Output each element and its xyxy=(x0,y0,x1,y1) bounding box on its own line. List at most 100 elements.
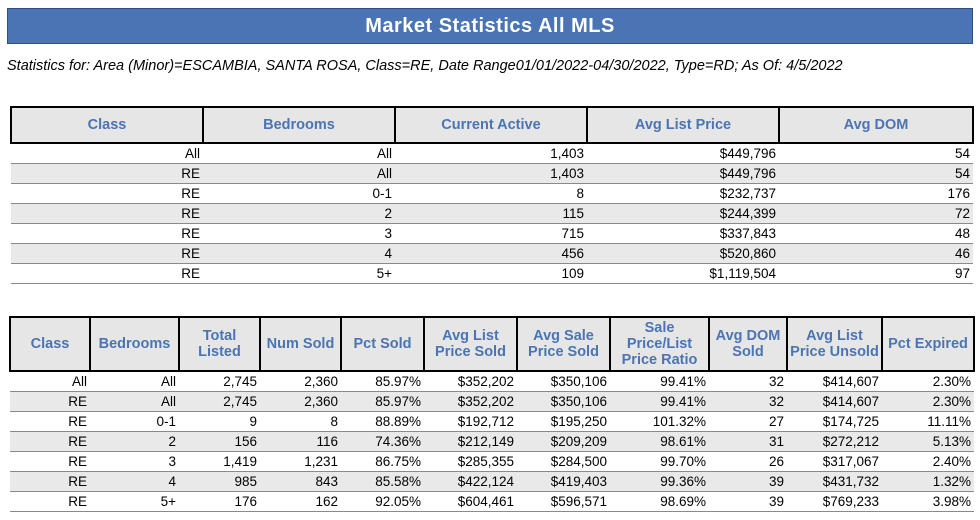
active-table-cell: 46 xyxy=(779,243,973,264)
sold-table-cell: 985 xyxy=(179,471,260,492)
sold-table-cell: 4 xyxy=(90,471,179,492)
sold-column-header: Total Listed xyxy=(178,316,261,372)
sold-table-cell: 101.32% xyxy=(610,411,709,432)
sold-table-cell: 26 xyxy=(709,451,787,472)
active-table-cell: 8 xyxy=(395,183,587,204)
sold-column-header: Pct Expired xyxy=(881,316,975,372)
sold-table-cell: 74.36% xyxy=(341,431,424,452)
sold-table-cell: 11.11% xyxy=(882,411,974,432)
sold-table-row: RE 5+ 176 162 92.05% $604,461 $596,571 98.69% 39… xyxy=(10,491,974,512)
active-table-cell: 54 xyxy=(779,163,973,184)
sold-table-cell: $352,202 xyxy=(424,391,517,412)
sold-column-header: Avg Sale Price Sold xyxy=(516,316,611,372)
sold-table-cell: 116 xyxy=(260,431,341,452)
active-listings-table: Class Bedrooms Current Active Avg List Pric… xyxy=(10,106,974,284)
sold-table-cell: 2,745 xyxy=(179,391,260,412)
sold-table-row: RE 2 156 116 74.36% $212,149 $209,209 98.61% 31 $… xyxy=(10,431,974,452)
sold-table-cell: 39 xyxy=(709,471,787,492)
sold-table-row: RE All 2,745 2,360 85.97% $352,202 $350,106 99.… xyxy=(10,391,974,412)
sold-table-cell: 9 xyxy=(179,411,260,432)
sold-column-header: Class xyxy=(9,316,91,372)
sold-table-cell: 85.97% xyxy=(341,371,424,392)
sold-table-cell: $350,106 xyxy=(517,371,610,392)
active-table-row: RE 2 115 $244,399 72 xyxy=(11,203,973,224)
sold-table-cell: 2,360 xyxy=(260,391,341,412)
active-table-cell: 48 xyxy=(779,223,973,244)
active-table-cell: RE xyxy=(11,183,203,204)
active-column-header: Avg DOM xyxy=(778,106,974,144)
sold-table-body: All All 2,745 2,360 85.97% $352,202 $350,106 99… xyxy=(10,371,974,512)
sold-table-cell: 98.61% xyxy=(610,431,709,452)
sold-table-cell: 162 xyxy=(260,491,341,512)
sold-table-cell: 0-1 xyxy=(90,411,179,432)
sold-table-cell: 2,360 xyxy=(260,371,341,392)
report-criteria: Statistics for: Area (Minor)=ESCAMBIA, S… xyxy=(7,58,843,74)
sold-table-row: RE 0-1 9 8 88.89% $192,712 $195,250 101.32% 27 $1… xyxy=(10,411,974,432)
sold-table-cell: RE xyxy=(10,391,90,412)
active-table-cell: 715 xyxy=(395,223,587,244)
active-table-cell: RE xyxy=(11,163,203,184)
sold-table-cell: 31 xyxy=(709,431,787,452)
active-table-row: RE All 1,403 $449,796 54 xyxy=(11,163,973,184)
sold-table-cell: 5+ xyxy=(90,491,179,512)
sold-table-cell: RE xyxy=(10,471,90,492)
sold-table-cell: 98.69% xyxy=(610,491,709,512)
active-table-cell: 1,403 xyxy=(395,143,587,164)
sold-table-cell: 99.41% xyxy=(610,371,709,392)
sold-table-cell: $192,712 xyxy=(424,411,517,432)
sold-table-cell: $431,732 xyxy=(787,471,882,492)
sold-table-cell: 2.30% xyxy=(882,371,974,392)
sold-table-cell: All xyxy=(90,371,179,392)
sold-table-cell: $350,106 xyxy=(517,391,610,412)
sold-table-cell: 86.75% xyxy=(341,451,424,472)
active-table-cell: $520,860 xyxy=(587,243,779,264)
sold-listings-table: Class Bedrooms Total Listed Num Sold Pct Sol… xyxy=(9,316,975,512)
sold-table-cell: 39 xyxy=(709,491,787,512)
sold-table-cell: $414,607 xyxy=(787,391,882,412)
active-table-cell: 2 xyxy=(203,203,395,224)
active-table-row: RE 0-1 8 $232,737 176 xyxy=(11,183,973,204)
sold-table-cell: 176 xyxy=(179,491,260,512)
active-column-header: Current Active xyxy=(394,106,588,144)
active-table-cell: RE xyxy=(11,203,203,224)
sold-table-cell: $414,607 xyxy=(787,371,882,392)
sold-table-cell: 99.41% xyxy=(610,391,709,412)
active-table-row: RE 3 715 $337,843 48 xyxy=(11,223,973,244)
active-table-cell: 97 xyxy=(779,263,973,284)
sold-table-cell: 32 xyxy=(709,371,787,392)
sold-column-header: Num Sold xyxy=(259,316,342,372)
sold-table-cell: 5.13% xyxy=(882,431,974,452)
active-table-cell: 176 xyxy=(779,183,973,204)
sold-table-cell: 1,231 xyxy=(260,451,341,472)
active-table-cell: RE xyxy=(11,223,203,244)
active-table-cell: $244,399 xyxy=(587,203,779,224)
sold-table-row: RE 4 985 843 85.58% $422,124 $419,403 99.36% 39 $… xyxy=(10,471,974,492)
sold-column-header: Sale Price/List Price Ratio xyxy=(609,316,710,372)
active-table-cell: RE xyxy=(11,243,203,264)
active-header-row: Class Bedrooms Current Active Avg List Pric… xyxy=(10,106,974,144)
active-table-cell: 1,403 xyxy=(395,163,587,184)
active-column-header: Class xyxy=(10,106,204,144)
active-table-cell: $449,796 xyxy=(587,163,779,184)
active-table-cell: 54 xyxy=(779,143,973,164)
sold-table-cell: RE xyxy=(10,411,90,432)
sold-table-cell: 3 xyxy=(90,451,179,472)
sold-table-cell: 2.40% xyxy=(882,451,974,472)
sold-table-cell: 85.97% xyxy=(341,391,424,412)
sold-table-cell: $769,233 xyxy=(787,491,882,512)
sold-table-cell: $419,403 xyxy=(517,471,610,492)
sold-table-cell: $317,067 xyxy=(787,451,882,472)
active-column-header: Avg List Price xyxy=(586,106,780,144)
active-table-cell: 456 xyxy=(395,243,587,264)
sold-table-cell: $209,209 xyxy=(517,431,610,452)
active-table-cell: 0-1 xyxy=(203,183,395,204)
sold-table-cell: $174,725 xyxy=(787,411,882,432)
active-table-cell: 5+ xyxy=(203,263,395,284)
sold-table-cell: RE xyxy=(10,431,90,452)
sold-table-cell: 2,745 xyxy=(179,371,260,392)
active-table-cell: 109 xyxy=(395,263,587,284)
active-table-cell: 3 xyxy=(203,223,395,244)
sold-table-cell: 8 xyxy=(260,411,341,432)
active-column-header: Bedrooms xyxy=(202,106,396,144)
sold-table-row: All All 2,745 2,360 85.97% $352,202 $350,106 99… xyxy=(10,371,974,392)
